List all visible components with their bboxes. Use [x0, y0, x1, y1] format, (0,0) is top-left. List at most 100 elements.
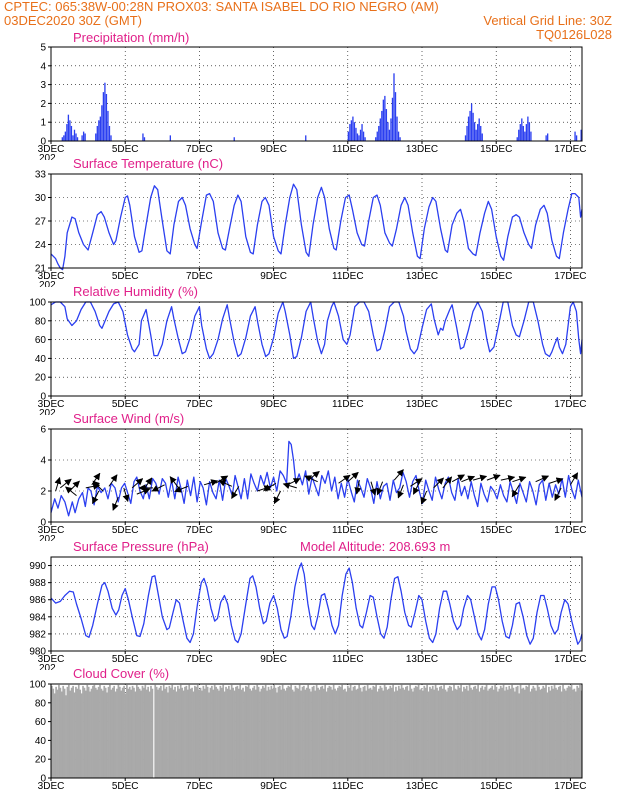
- cloud-column: [481, 685, 484, 778]
- precipitation-bar: [76, 137, 79, 141]
- cloud-column: [179, 684, 182, 778]
- cloud-column: [121, 687, 124, 778]
- precipitation-bar: [376, 131, 378, 141]
- cloud-column: [569, 686, 571, 778]
- cloud-column: [267, 686, 270, 778]
- cloud-column: [307, 684, 310, 778]
- cloud-column: [327, 687, 329, 778]
- cloud-column: [382, 690, 385, 778]
- cloud-column: [175, 691, 178, 778]
- cloud-column: [66, 686, 69, 778]
- cloud-column: [118, 686, 121, 778]
- cloud-column: [70, 687, 73, 778]
- cloud-column: [533, 687, 536, 778]
- cloud-column: [120, 690, 123, 778]
- precipitation-bar: [530, 131, 532, 141]
- cloud-column: [549, 690, 552, 778]
- precipitation-bar: [305, 135, 307, 141]
- cloud-column: [407, 690, 410, 778]
- cloud-column: [199, 687, 202, 778]
- pressure-ytick-label: 980: [29, 647, 46, 658]
- wind-vector: [376, 481, 384, 496]
- cloud-column: [198, 689, 200, 778]
- wind-year-label: 202: [39, 534, 56, 545]
- wind-vector: [393, 469, 404, 481]
- precipitation-bar: [347, 131, 350, 141]
- precipitation-bar: [580, 129, 582, 141]
- precipitation-bar: [469, 110, 471, 141]
- precipitation-bar: [99, 116, 102, 141]
- cloud-column: [103, 685, 106, 778]
- cloud-column: [77, 684, 80, 778]
- cloud-column: [567, 685, 570, 778]
- wind-vector: [500, 475, 516, 482]
- cloud-column: [229, 689, 232, 778]
- cloud-column: [145, 689, 148, 778]
- cloud-column: [133, 687, 135, 778]
- cloud-column: [305, 687, 308, 778]
- cloud-column: [437, 690, 440, 778]
- cloud-column: [261, 685, 264, 778]
- cloud-column: [477, 684, 479, 778]
- cloud-column: [514, 691, 516, 778]
- cloud-column: [480, 687, 482, 778]
- cloud-column: [140, 690, 142, 778]
- cloud-column: [396, 690, 399, 778]
- cloud-xtick-label: 17DEC: [554, 781, 586, 792]
- wind-line: [50, 440, 583, 517]
- precipitation-bar: [477, 124, 479, 141]
- cloud-ytick-label: 20: [35, 755, 47, 766]
- cloud-column: [158, 687, 161, 778]
- cloud-column: [232, 687, 234, 778]
- cloud-column: [315, 684, 318, 778]
- cloud-column: [201, 690, 203, 778]
- cloud-column: [464, 688, 467, 778]
- cloud-column: [539, 689, 542, 778]
- precipitation-bar: [69, 120, 71, 141]
- cloud-column: [220, 687, 223, 778]
- cloud-column: [124, 693, 127, 778]
- precipitation-bar: [525, 124, 528, 141]
- cloud-column: [189, 688, 192, 778]
- cloud-column: [144, 684, 147, 778]
- cloud-column: [552, 688, 554, 778]
- cloud-column: [521, 688, 523, 778]
- cloud-column: [303, 685, 305, 778]
- cloud-column: [523, 689, 526, 778]
- wind-vector: [535, 475, 550, 483]
- wind-xtick-label: 13DEC: [406, 525, 438, 536]
- humidity-title: Relative Humidity (%): [73, 284, 198, 299]
- precipitation-bar: [108, 125, 111, 141]
- wind-ytick-label: 4: [40, 456, 46, 467]
- precipitation-bar: [574, 131, 576, 141]
- cloud-column: [446, 691, 448, 778]
- cloud-column: [440, 685, 443, 778]
- cloud-column: [162, 684, 165, 778]
- cloud-column: [86, 684, 89, 778]
- cloud-column: [51, 685, 53, 778]
- cloud-column: [172, 689, 175, 778]
- cloud-column: [331, 689, 334, 778]
- precipitation-bar: [384, 95, 386, 141]
- precipitation-bar: [547, 133, 549, 141]
- wind-vector: [91, 472, 101, 486]
- cloud-column: [508, 685, 511, 778]
- pressure-ytick-label: 988: [29, 578, 46, 589]
- precipitation-bar: [359, 129, 362, 141]
- precipitation-bar: [70, 125, 73, 141]
- cloud-column: [498, 688, 501, 778]
- cloud-column: [409, 684, 411, 778]
- temperature-ytick-label: 33: [35, 170, 47, 181]
- cloud-column: [154, 684, 157, 778]
- cloud-column: [426, 684, 428, 778]
- cloud-column: [252, 687, 254, 778]
- cloud-column: [559, 685, 562, 778]
- cloud-column: [458, 687, 461, 778]
- cloud-column: [386, 689, 389, 778]
- cloud-column: [87, 686, 90, 778]
- cloud-column: [184, 686, 186, 778]
- cloud-column: [114, 691, 117, 778]
- cloud-column: [563, 688, 566, 778]
- temperature-ytick-label: 30: [35, 193, 47, 204]
- wind-vector: [412, 481, 421, 495]
